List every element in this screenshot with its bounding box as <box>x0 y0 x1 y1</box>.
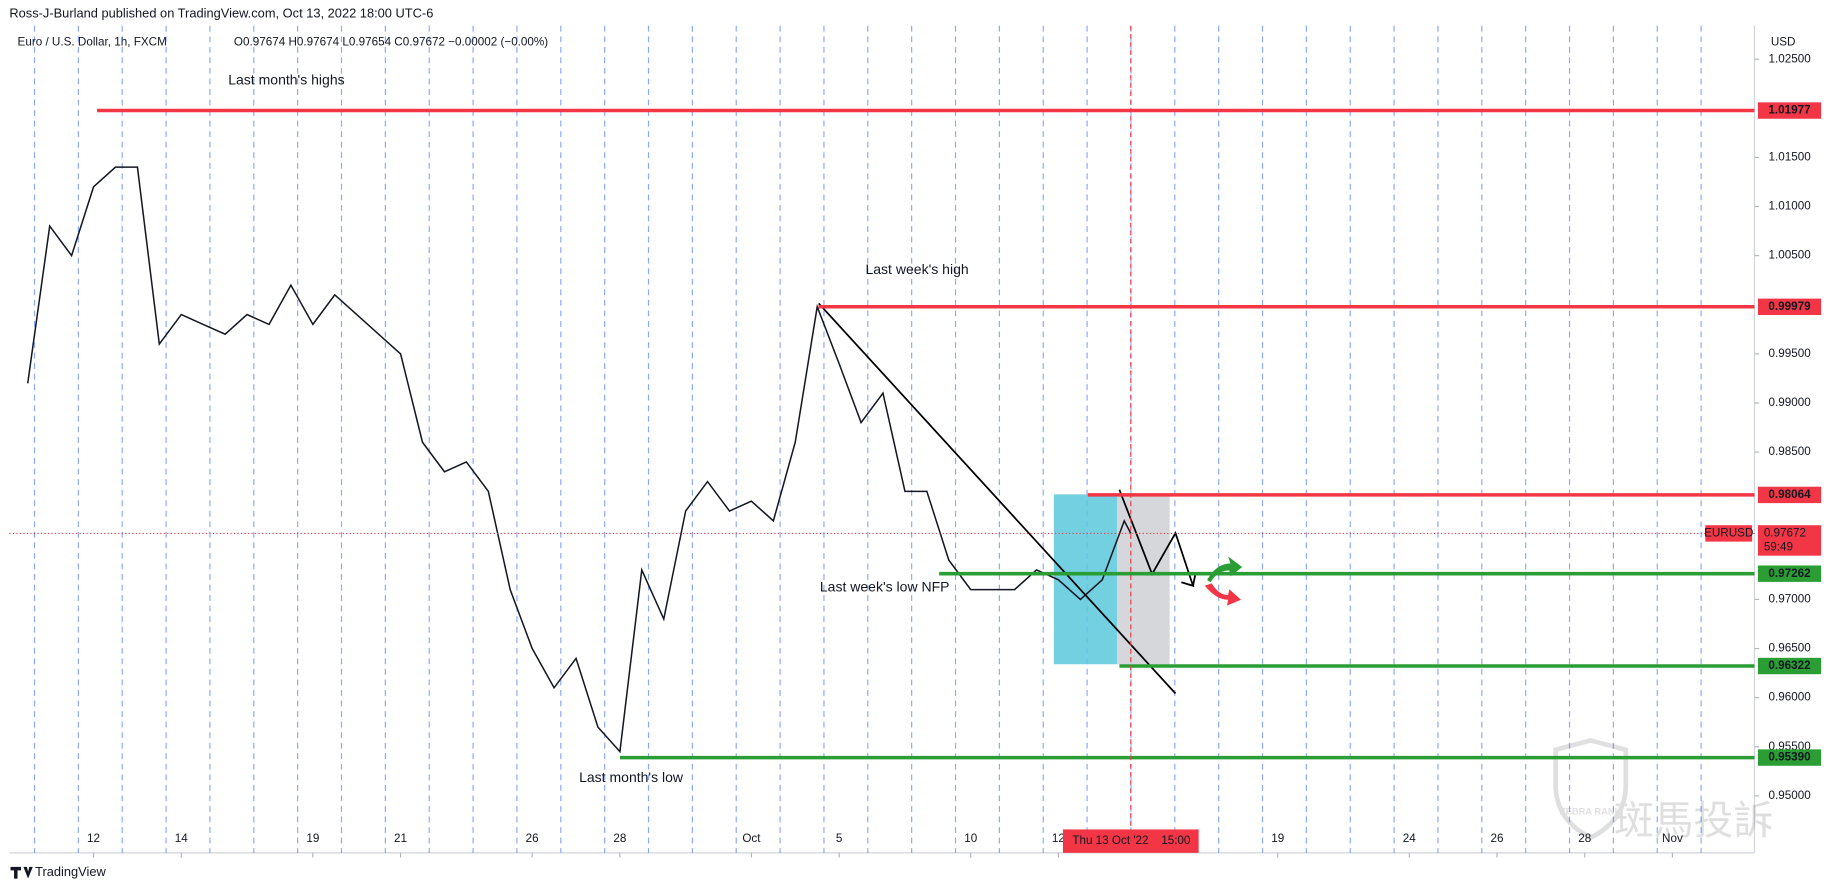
watermark: ZEBRA RANK 斑馬投訴 <box>1553 737 1773 843</box>
annotation: Last month's highs <box>228 71 344 87</box>
x-tick-label: 28 <box>613 832 626 845</box>
watermark-text: 斑馬投訴 <box>1614 799 1773 843</box>
crosshair-badge <box>1062 829 1199 853</box>
y-tick-label: 0.99000 <box>1768 396 1811 409</box>
y-tick-label: 1.00500 <box>1768 249 1811 262</box>
x-tick-label: 12 <box>87 832 100 845</box>
countdown-label: 59:49 <box>1764 541 1793 554</box>
level-badge <box>1757 565 1822 582</box>
x-tick-label: 12 <box>1052 832 1065 845</box>
level-badge <box>1757 298 1822 316</box>
bull-arrow <box>1207 556 1243 583</box>
y-tick-label: 1.01000 <box>1768 200 1811 213</box>
level-badge <box>1757 486 1822 504</box>
y-tick-label: 0.96500 <box>1768 642 1811 655</box>
x-tick-label: 19 <box>1271 832 1284 845</box>
x-tick-label: 10 <box>964 832 977 845</box>
level-badge <box>1757 749 1822 766</box>
x-tick-label: Nov <box>1662 832 1683 845</box>
watermark-shield <box>1553 737 1629 841</box>
logo-text: TradingView <box>35 864 106 879</box>
y-tick-label: 1.01500 <box>1768 150 1811 163</box>
level-label: 0.96322 <box>1768 659 1811 672</box>
x-tick-label: 26 <box>1491 832 1504 845</box>
x-tick-label: 19 <box>306 832 319 845</box>
ohlc-readout: O0.97674 H0.97674 L0.97654 C0.97672 −0.0… <box>234 35 548 48</box>
level-label: 0.97262 <box>1768 567 1811 580</box>
trend-line <box>818 302 1177 695</box>
x-tick-label: 5 <box>836 832 843 845</box>
level-badge <box>1757 657 1822 675</box>
level-badge <box>1757 102 1822 119</box>
crosshair-date: Thu 13 Oct '22 <box>1072 834 1148 847</box>
x-tick-label: Oct <box>742 832 761 845</box>
x-tick-label: 28 <box>1578 832 1591 845</box>
position-box-entry <box>1053 494 1118 665</box>
x-tick-label: 21 <box>394 832 407 845</box>
symbol-label: EURUSD <box>1704 527 1753 540</box>
annotation: Last week's high <box>865 261 968 277</box>
published-line: Ross-J-Burland published on TradingView.… <box>9 5 433 20</box>
logo-icon <box>10 866 33 879</box>
annotation: Last week's low NFP <box>820 578 950 594</box>
symbol-badge <box>1705 525 1753 542</box>
current-price-badge <box>1757 525 1822 556</box>
logo: TradingView <box>10 864 107 879</box>
y-tick-label: 0.97000 <box>1768 593 1811 606</box>
plot-area: 1.02500 1.01500 1.01000 1.00500 0.99500 0.990… <box>9 25 1822 858</box>
chart-title: Euro / U.S. Dollar, 1h, FXCM <box>18 35 167 48</box>
x-tick-label: 14 <box>175 832 188 845</box>
watermark-brand: ZEBRA RANK <box>1560 806 1622 816</box>
y-tick-label: 0.95000 <box>1768 789 1811 802</box>
annotation: Last month's low <box>579 769 684 785</box>
level-label: 0.99979 <box>1768 300 1811 313</box>
x-tick-label: 24 <box>1403 832 1416 845</box>
axis-unit: USD <box>1771 35 1796 48</box>
bear-arrow <box>1204 583 1241 606</box>
level-label: 1.01977 <box>1768 104 1810 117</box>
y-tick-label: 0.99500 <box>1768 347 1811 360</box>
y-tick-label: 1.02500 <box>1768 52 1811 65</box>
y-tick-label: 0.96000 <box>1768 691 1811 704</box>
x-tick-label: 26 <box>526 832 539 845</box>
y-tick-label: 0.98500 <box>1768 445 1811 458</box>
level-label: 0.98064 <box>1768 488 1811 501</box>
level-label: 0.95390 <box>1768 751 1811 764</box>
current-price-label: 0.97672 <box>1764 527 1806 540</box>
crosshair-time: 15:00 <box>1161 834 1191 847</box>
